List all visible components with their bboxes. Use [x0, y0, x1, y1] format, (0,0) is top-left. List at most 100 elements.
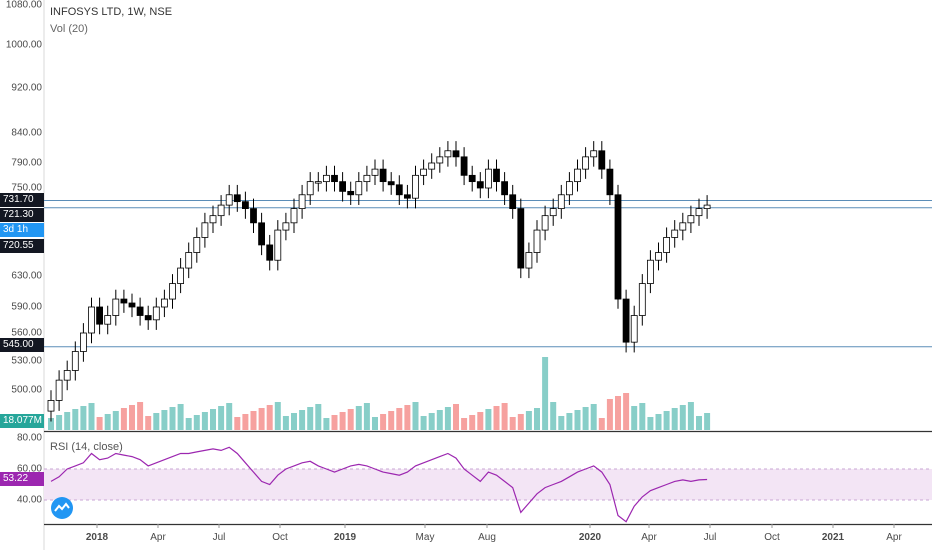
candle-body: [436, 156, 444, 164]
volume-bar: [104, 414, 111, 430]
volume-bar: [574, 410, 581, 430]
candle-body: [152, 306, 160, 321]
time-label: May: [415, 532, 435, 543]
candle-body: [88, 306, 95, 334]
volume-bar: [339, 412, 346, 430]
price-tick: 500.00: [11, 384, 42, 396]
time-label: Jul: [212, 532, 226, 543]
volume-bar: [606, 399, 613, 430]
candle-body: [695, 208, 703, 217]
volume-bar: [137, 402, 144, 430]
volume-bar: [493, 406, 500, 430]
candle-body: [403, 194, 411, 199]
rsi-tick: 40.00: [16, 494, 42, 506]
candle-body: [241, 201, 249, 210]
candle-body: [71, 351, 79, 371]
volume-bar: [315, 404, 322, 430]
candle-body: [630, 315, 638, 343]
volume-bar: [598, 418, 605, 430]
candle-body: [590, 150, 598, 158]
time-label: 2018: [85, 532, 109, 543]
candle-body: [169, 283, 176, 300]
price-tick: 790.00: [11, 157, 42, 169]
rsi-tick: 80.00: [16, 432, 42, 444]
volume-bar: [582, 407, 589, 430]
volume-bar: [477, 412, 484, 430]
time-label: Apr: [150, 532, 166, 543]
volume-bar: [550, 402, 557, 430]
price-tick: 590.00: [11, 301, 42, 313]
candle-body: [160, 298, 168, 308]
time-label: Jul: [703, 532, 717, 543]
volume-bar: [647, 417, 654, 430]
volume-bar: [129, 405, 135, 430]
volume-bar: [396, 408, 403, 430]
rsi-value-badge: 53.22: [0, 472, 44, 486]
candle-body: [250, 208, 257, 224]
price-tick: 560.00: [11, 327, 42, 339]
volume-bar: [631, 406, 638, 430]
candle-body: [233, 194, 241, 203]
candle-body: [679, 222, 687, 231]
candle-body: [63, 370, 71, 381]
volume-bar: [145, 416, 152, 430]
volume-bar: [282, 416, 289, 430]
candle-body: [501, 181, 509, 196]
candle-body: [387, 181, 395, 186]
candle-body: [655, 252, 662, 261]
candle-body: [647, 259, 654, 284]
volume-bar: [307, 407, 314, 430]
volume-bar: [517, 414, 524, 430]
volume-bar: [363, 403, 370, 430]
volume-bar: [193, 415, 200, 430]
time-label: 2021: [821, 532, 845, 543]
time-label: Apr: [886, 532, 902, 543]
volume-bar: [534, 408, 540, 430]
price-tick: 920.00: [11, 82, 42, 94]
volume-bar: [566, 413, 573, 430]
candle-body: [476, 181, 484, 189]
candle-body: [339, 181, 347, 192]
volume-bar: [420, 416, 427, 430]
volume-legend[interactable]: Vol (20): [50, 23, 88, 35]
candle-body: [663, 237, 670, 253]
volume-bar: [218, 406, 225, 430]
volume-bar: [242, 414, 249, 430]
volume-bar: [169, 407, 176, 430]
price-badge-line: 720.55: [0, 239, 44, 253]
volume-bar: [704, 413, 711, 430]
candle-body: [420, 168, 428, 176]
rsi-legend[interactable]: RSI (14, close): [50, 441, 123, 453]
price-tick: 840.00: [11, 127, 42, 139]
volume-bar: [153, 413, 160, 430]
candle-body: [541, 215, 549, 231]
candle-body: [517, 208, 525, 269]
candle-body: [55, 379, 63, 401]
candle-body: [671, 229, 679, 238]
candle-body: [638, 283, 646, 316]
volume-bar: [331, 415, 338, 430]
volume-bar: [323, 418, 330, 430]
tradingview-logo-icon[interactable]: [48, 496, 76, 520]
symbol-legend[interactable]: INFOSYS LTD, 1W, NSE: [50, 6, 173, 18]
candle-body: [566, 181, 573, 196]
candle-body: [622, 298, 630, 343]
volume-bar: [453, 404, 459, 430]
volume-badge: 18.077M: [0, 414, 44, 428]
volume-bar: [88, 403, 95, 430]
volume-bar: [177, 404, 184, 430]
candle-body: [412, 174, 419, 199]
candle-body: [331, 174, 338, 183]
volume-bar: [372, 417, 378, 430]
price-tick: 530.00: [11, 355, 42, 367]
volume-bar: [388, 411, 395, 430]
price-badge-last: 721.30: [0, 208, 44, 222]
volume-bar: [509, 417, 516, 430]
volume-bar: [623, 393, 630, 430]
volume-bar: [655, 414, 662, 430]
candle-body: [274, 229, 282, 261]
volume-bar: [525, 411, 532, 430]
candle-body: [217, 204, 225, 217]
